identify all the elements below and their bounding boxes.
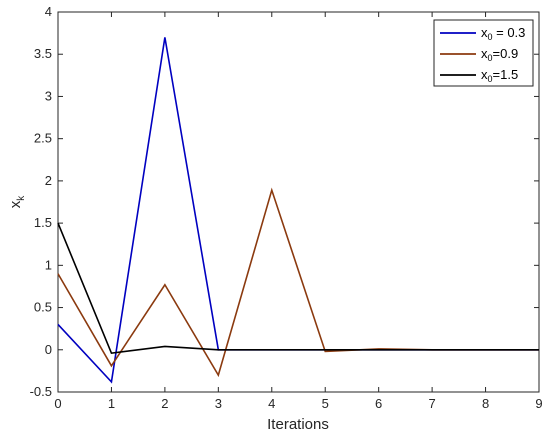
series-lines <box>57 37 539 384</box>
x-tick-label: 4 <box>268 396 275 411</box>
y-tick-label: 2 <box>45 173 52 188</box>
x-tick-label: 7 <box>428 396 435 411</box>
y-axis-label-main: x <box>7 200 24 208</box>
y-tick-label: 2.5 <box>34 131 52 146</box>
x-tick-label: 1 <box>108 396 115 411</box>
y-tick-label: 1 <box>45 257 52 272</box>
x-tick-label: 0 <box>54 396 61 411</box>
y-tick-label: 3.5 <box>34 46 52 61</box>
legend-label-2: x0=0.9 <box>481 46 518 63</box>
x-tick-label: 2 <box>161 396 168 411</box>
legend-label-3: x0=1.5 <box>481 67 518 84</box>
series-line-3 <box>57 222 539 355</box>
y-tick-label: 1.5 <box>34 215 52 230</box>
legend: x0 = 0.3 x0=0.9 x0=1.5 <box>433 19 534 87</box>
x-tick-label: 9 <box>535 396 542 411</box>
legend-label-1: x0 = 0.3 <box>481 25 525 42</box>
y-tick-label: 3 <box>45 88 52 103</box>
x-tick-label: 6 <box>375 396 382 411</box>
y-tick-label: 4 <box>45 4 52 19</box>
y-tick-label: -0.5 <box>30 384 52 399</box>
x-tick-label: 5 <box>322 396 329 411</box>
x-tick-label: 3 <box>215 396 222 411</box>
y-axis-label-subscript: k <box>16 195 27 201</box>
axis-ticks: 0 1 2 3 4 5 6 7 8 9-0.500.511.522.533.54 <box>30 4 543 411</box>
y-tick-label: 0.5 <box>34 300 52 315</box>
legend-entries: x0 = 0.3 x0=0.9 x0=1.5 <box>440 25 525 84</box>
y-tick-label: 0 <box>45 342 52 357</box>
x-tick-label: 8 <box>482 396 489 411</box>
y-axis-label: xk <box>7 195 27 209</box>
x-axis-label: Iterations <box>267 416 329 433</box>
